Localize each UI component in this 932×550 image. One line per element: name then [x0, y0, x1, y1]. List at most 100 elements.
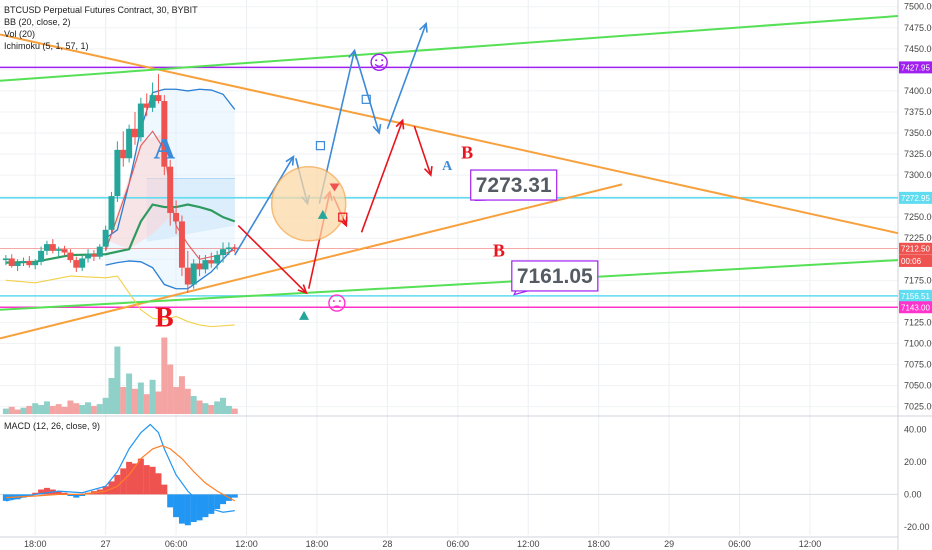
trend-line	[0, 33, 899, 235]
macd-histogram-bar	[149, 466, 156, 495]
macd-histogram-bar	[55, 491, 62, 495]
price-tick-label: 7375.00	[904, 107, 932, 117]
price-tick-label: 7100.00	[904, 338, 932, 348]
macd-histogram-bar	[190, 494, 197, 522]
volume-bar	[214, 401, 221, 414]
candle-body	[32, 261, 39, 266]
price-candle	[184, 250, 191, 293]
face-mouth	[374, 63, 384, 67]
macd-histogram-bar	[32, 492, 39, 495]
face-eye	[338, 300, 341, 303]
macd-tick-label: 0.00	[904, 489, 922, 499]
face-eye	[332, 300, 335, 303]
volume-bar	[96, 404, 103, 414]
candle-body	[143, 103, 150, 108]
macd-histogram-bar	[208, 494, 215, 514]
macd-histogram-bar	[184, 494, 191, 526]
candle-body	[190, 263, 197, 285]
price-candle	[196, 255, 203, 277]
red-scenario-arrow-path	[237, 225, 307, 294]
candle-body	[131, 128, 138, 138]
time-tick-label: 06:00	[728, 539, 751, 549]
volume-bar	[126, 373, 133, 414]
blue-scenario-arrow-head	[372, 123, 382, 135]
price-candle	[14, 259, 21, 272]
volume-bar	[137, 382, 144, 414]
time-tick-label: 29	[664, 539, 674, 549]
price-axis-label: 7427.95	[899, 61, 932, 74]
price-candle	[108, 191, 115, 235]
price-candle	[161, 95, 168, 176]
time-tick-label: 28	[382, 539, 392, 549]
candle-body	[137, 103, 144, 138]
candle-body	[38, 250, 45, 262]
price-candle	[114, 141, 121, 203]
price-axis-label-bg	[899, 61, 932, 74]
price-candle	[8, 254, 15, 268]
candle-body	[173, 212, 180, 222]
price-axis-label-text: 00:06	[901, 257, 922, 266]
hand-pointer-icon	[361, 94, 371, 104]
indicator-legend: BTCUSD Perpetual Futures Contract, 30, B…	[4, 4, 198, 52]
volume-bar	[173, 387, 180, 414]
macd-histogram-bar	[220, 494, 227, 505]
face-mouth	[332, 305, 342, 309]
price-axis-label: 7156.51	[899, 289, 932, 302]
ichimoku-red-area	[107, 133, 171, 250]
price-candle	[49, 239, 56, 254]
volume-bar	[38, 405, 45, 414]
price-candle	[190, 259, 197, 289]
macd-line	[5, 423, 235, 513]
time-tick-label: 18:00	[306, 539, 329, 549]
macd-signal-line	[5, 444, 236, 502]
highlight-circle	[270, 165, 347, 242]
price-tick-label: 7325.00	[904, 149, 932, 159]
price-tick-label: 7175.00	[904, 275, 932, 285]
price-candle	[96, 244, 103, 260]
price-tick-label: 7250.00	[904, 212, 932, 222]
price-candle	[202, 255, 209, 274]
price-axis-label: 7143.00	[899, 301, 932, 314]
price-tick-label: 7050.00	[904, 381, 932, 391]
macd-histogram-bar	[196, 494, 203, 521]
price-axis-label-bg	[899, 191, 932, 204]
candle-body	[26, 260, 33, 266]
macd-tick-label: 20.00	[904, 457, 927, 467]
price-callout: 7161.05	[511, 260, 599, 296]
price-tick-label: 7400.00	[904, 86, 932, 96]
vol-legend: Vol (20)	[4, 29, 36, 39]
macd-histogram-bar	[214, 494, 221, 509]
candle-body	[161, 101, 168, 167]
candle-body	[20, 260, 27, 263]
blue-scenario-arrow	[386, 21, 428, 130]
happy-face-icon	[370, 53, 388, 71]
trend-line	[0, 14, 899, 82]
candle-body	[184, 267, 191, 285]
price-candle	[214, 250, 221, 270]
macd-histogram-bar	[102, 486, 109, 495]
candle-body	[102, 229, 109, 247]
price-candle	[155, 74, 162, 104]
candle-body	[196, 263, 203, 270]
price-candle	[67, 249, 74, 263]
macd-histogram-bar	[73, 494, 80, 498]
candle-body	[231, 247, 238, 250]
volume-bar	[231, 408, 238, 414]
price-tick-label: 7450.00	[904, 44, 932, 54]
bollinger-lower-line	[105, 246, 236, 290]
price-candle	[131, 111, 138, 145]
time-tick-label: 12:00	[235, 539, 258, 549]
symbol-title: BTCUSD Perpetual Futures Contract, 30, B…	[4, 5, 198, 15]
wave-label: B	[155, 303, 174, 334]
candle-body	[108, 196, 115, 230]
red-scenario-arrow-head	[395, 118, 405, 130]
price-candle	[102, 225, 109, 251]
volume-bar	[55, 404, 62, 414]
volume-bar	[114, 346, 121, 414]
price-axis-label-bg	[899, 254, 932, 267]
hand-pointer-icon	[315, 141, 326, 151]
volume-bar	[26, 405, 33, 414]
macd-histogram-bar	[167, 494, 174, 508]
price-candle	[167, 159, 174, 226]
